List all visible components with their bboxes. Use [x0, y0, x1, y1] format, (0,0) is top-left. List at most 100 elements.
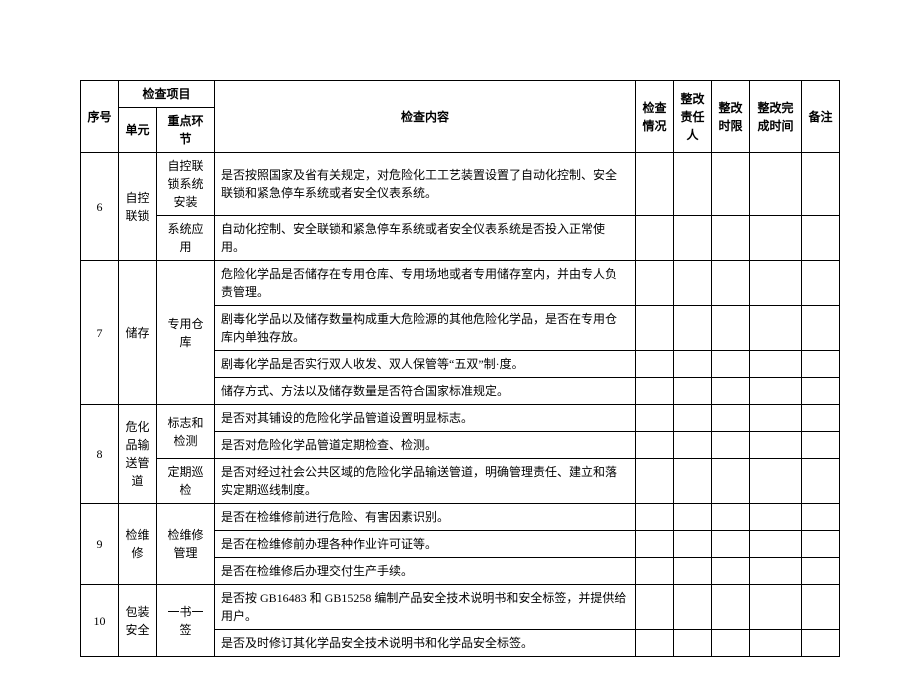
cell-key: 一书一签	[157, 585, 215, 657]
cell-key: 检维修管理	[157, 504, 215, 585]
cell-deadline	[712, 405, 750, 432]
cell-complete	[750, 585, 802, 630]
cell-check	[636, 585, 674, 630]
cell-resp	[674, 531, 712, 558]
cell-check	[636, 261, 674, 306]
cell-check	[636, 432, 674, 459]
cell-deadline	[712, 378, 750, 405]
cell-resp	[674, 405, 712, 432]
header-complete: 整改完成时间	[750, 81, 802, 153]
cell-complete	[750, 216, 802, 261]
cell-key: 系统应用	[157, 216, 215, 261]
cell-complete	[750, 630, 802, 657]
cell-deadline	[712, 459, 750, 504]
cell-content: 剧毒化学品以及储存数量构成重大危险源的其他危险化学品，是否在专用仓库内单独存放。	[215, 306, 636, 351]
cell-key: 专用仓库	[157, 261, 215, 405]
cell-complete	[750, 306, 802, 351]
cell-check	[636, 351, 674, 378]
cell-remark	[802, 153, 840, 216]
cell-remark	[802, 432, 840, 459]
cell-complete	[750, 504, 802, 531]
cell-key: 标志和检测	[157, 405, 215, 459]
table-body: 6 自控联锁 自控联锁系统安装 是否按照国家及省有关规定，对危险化工工艺装置设置…	[81, 153, 840, 657]
cell-deadline	[712, 306, 750, 351]
cell-complete	[750, 531, 802, 558]
cell-resp	[674, 432, 712, 459]
cell-complete	[750, 378, 802, 405]
cell-deadline	[712, 504, 750, 531]
cell-key: 自控联锁系统安装	[157, 153, 215, 216]
cell-resp	[674, 504, 712, 531]
cell-unit: 储存	[119, 261, 157, 405]
cell-resp	[674, 585, 712, 630]
cell-resp	[674, 459, 712, 504]
cell-seq: 9	[81, 504, 119, 585]
cell-remark	[802, 531, 840, 558]
cell-seq: 8	[81, 405, 119, 504]
cell-content: 是否在检维修前办理各种作业许可证等。	[215, 531, 636, 558]
cell-content: 储存方式、方法以及储存数量是否符合国家标准规定。	[215, 378, 636, 405]
cell-remark	[802, 504, 840, 531]
cell-remark	[802, 558, 840, 585]
cell-resp	[674, 153, 712, 216]
cell-deadline	[712, 630, 750, 657]
cell-resp	[674, 630, 712, 657]
cell-check	[636, 558, 674, 585]
cell-remark	[802, 216, 840, 261]
cell-check	[636, 630, 674, 657]
cell-unit: 检维修	[119, 504, 157, 585]
cell-resp	[674, 558, 712, 585]
cell-resp	[674, 261, 712, 306]
cell-remark	[802, 630, 840, 657]
cell-remark	[802, 351, 840, 378]
cell-unit: 包装安全	[119, 585, 157, 657]
cell-remark	[802, 261, 840, 306]
header-resp: 整改责任人	[674, 81, 712, 153]
cell-content: 自动化控制、安全联锁和紧急停车系统或者安全仪表系统是否投入正常使用。	[215, 216, 636, 261]
cell-content: 危险化学品是否储存在专用仓库、专用场地或者专用储存室内，并由专人负责管理。	[215, 261, 636, 306]
cell-seq: 10	[81, 585, 119, 657]
cell-deadline	[712, 351, 750, 378]
table-row: 6 自控联锁 自控联锁系统安装 是否按照国家及省有关规定，对危险化工工艺装置设置…	[81, 153, 840, 216]
cell-content: 剧毒化学品是否实行双人收发、双人保管等“五双”制·度。	[215, 351, 636, 378]
table-row: 8 危化品输送管道 标志和检测 是否对其铺设的危险化学品管道设置明显标志。	[81, 405, 840, 432]
table-row: 10 包装安全 一书一签 是否按 GB16483 和 GB15258 编制产品安…	[81, 585, 840, 630]
cell-check	[636, 378, 674, 405]
cell-resp	[674, 306, 712, 351]
table-row: 7 储存 专用仓库 危险化学品是否储存在专用仓库、专用场地或者专用储存室内，并由…	[81, 261, 840, 306]
header-key: 重点环节	[157, 108, 215, 153]
cell-deadline	[712, 261, 750, 306]
inspection-table: 序号 检查项目 检查内容 检查情况 整改责任人 整改时限 整改完成时间 备注 单…	[80, 80, 840, 657]
cell-content: 是否按照国家及省有关规定，对危险化工工艺装置设置了自动化控制、安全联锁和紧急停车…	[215, 153, 636, 216]
cell-resp	[674, 216, 712, 261]
cell-resp	[674, 378, 712, 405]
cell-check	[636, 153, 674, 216]
cell-complete	[750, 558, 802, 585]
cell-deadline	[712, 531, 750, 558]
cell-complete	[750, 405, 802, 432]
cell-remark	[802, 585, 840, 630]
cell-unit: 自控联锁	[119, 153, 157, 261]
cell-content: 是否在检维修后办理交付生产手续。	[215, 558, 636, 585]
cell-remark	[802, 405, 840, 432]
header-content: 检查内容	[215, 81, 636, 153]
table-row: 定期巡检 是否对经过社会公共区域的危险化学品输送管道，明确管理责任、建立和落实定…	[81, 459, 840, 504]
table-row: 系统应用 自动化控制、安全联锁和紧急停车系统或者安全仪表系统是否投入正常使用。	[81, 216, 840, 261]
cell-remark	[802, 459, 840, 504]
table-row: 9 检维修 检维修管理 是否在检维修前进行危险、有害因素识别。	[81, 504, 840, 531]
header-remark: 备注	[802, 81, 840, 153]
header-unit: 单元	[119, 108, 157, 153]
cell-complete	[750, 351, 802, 378]
cell-deadline	[712, 585, 750, 630]
cell-deadline	[712, 153, 750, 216]
cell-deadline	[712, 216, 750, 261]
cell-complete	[750, 153, 802, 216]
cell-content: 是否按 GB16483 和 GB15258 编制产品安全技术说明书和安全标签，并…	[215, 585, 636, 630]
cell-resp	[674, 351, 712, 378]
cell-key: 定期巡检	[157, 459, 215, 504]
cell-content: 是否及时修订其化学品安全技术说明书和化学品安全标签。	[215, 630, 636, 657]
cell-content: 是否在检维修前进行危险、有害因素识别。	[215, 504, 636, 531]
cell-check	[636, 405, 674, 432]
cell-check	[636, 459, 674, 504]
cell-content: 是否对其铺设的危险化学品管道设置明显标志。	[215, 405, 636, 432]
